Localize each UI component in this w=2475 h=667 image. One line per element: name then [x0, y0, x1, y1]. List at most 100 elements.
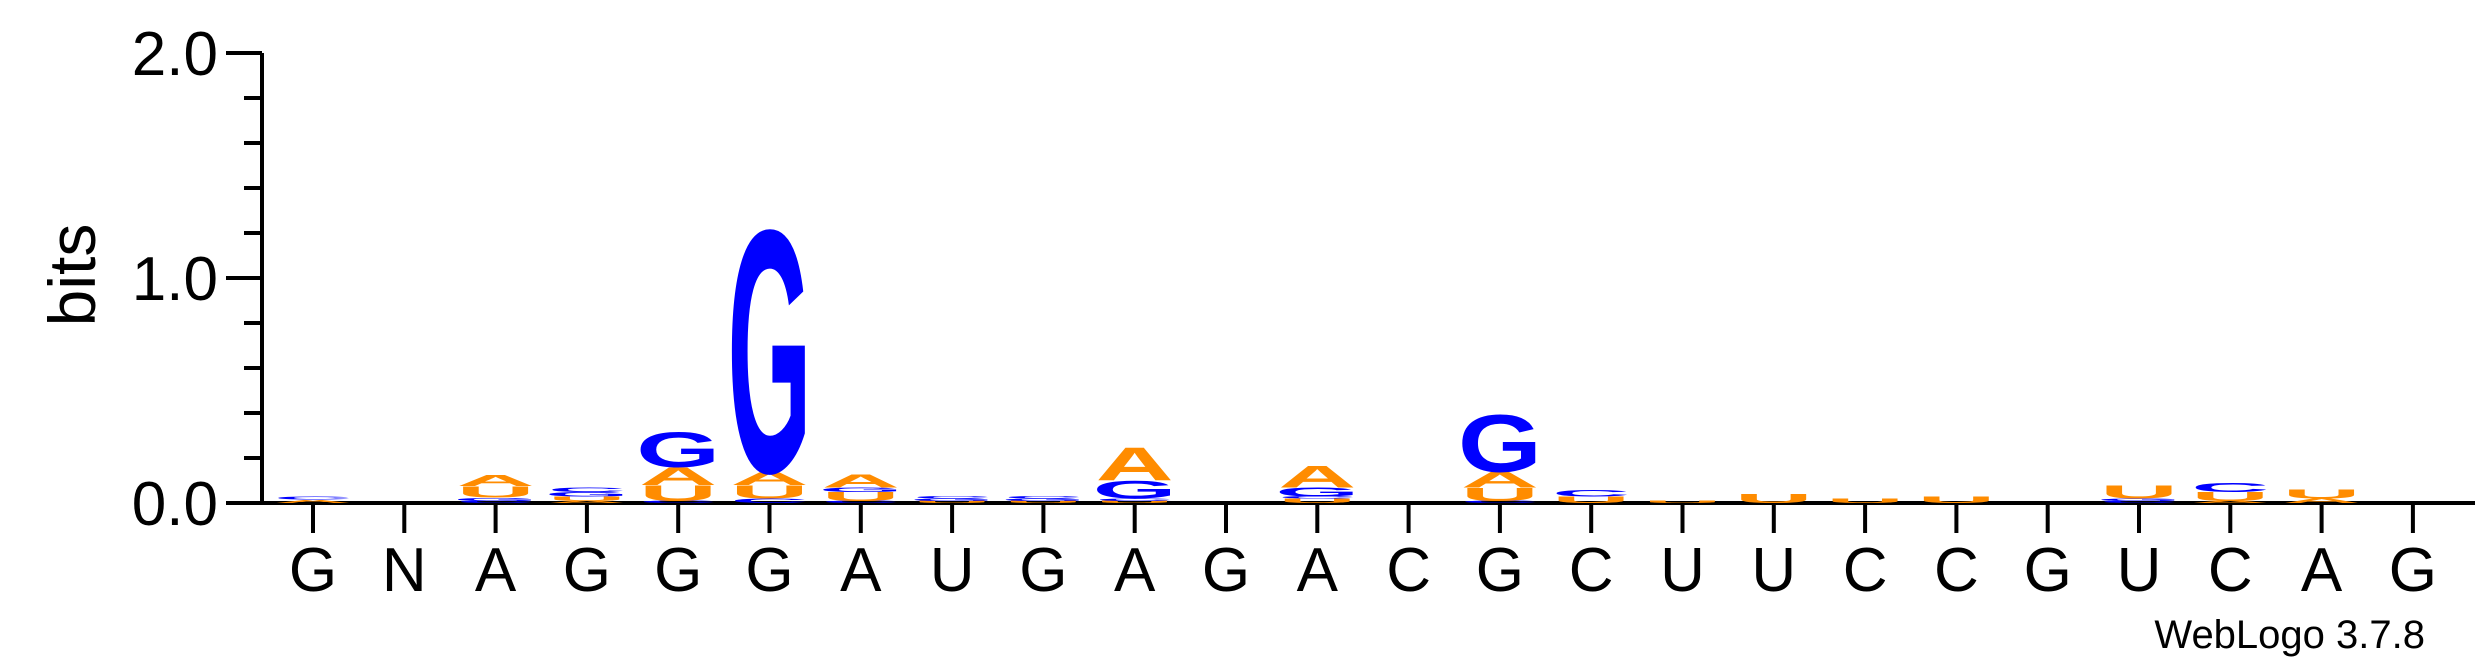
logo-letter-c: C: [548, 486, 626, 493]
logo-letter-u: U: [1004, 500, 1082, 503]
x-position-label: G: [654, 536, 702, 605]
logo-letter-c: C: [1004, 496, 1082, 499]
x-position-label: A: [2301, 536, 2343, 605]
logo-letter-c: C: [274, 495, 352, 500]
logo-letter-a: A: [1278, 459, 1356, 494]
logo-letter-a: A: [274, 499, 352, 504]
x-position-label: C: [1843, 536, 1888, 605]
logo-column: UC: [1552, 488, 1630, 505]
logo-letter-u: U: [730, 482, 808, 503]
logo-letter-u: U: [457, 483, 535, 500]
logo-column: AUC: [2191, 481, 2269, 504]
logo-letter-c: C: [2191, 481, 2269, 495]
logo-letter-c: C: [730, 497, 808, 504]
x-position-label: G: [1019, 536, 1067, 605]
logo-letter-a: A: [1096, 438, 1174, 490]
logo-letter-a: A: [457, 472, 535, 489]
logo-letter-a: A: [730, 468, 808, 489]
logo-letter-g: G: [2097, 498, 2181, 501]
x-position-label: C: [1569, 536, 1614, 605]
logo-letter-u: U: [1917, 495, 1995, 505]
logo-letter-u: U: [1643, 500, 1721, 503]
logo-column: UGC: [1001, 496, 1085, 504]
weblogo-credit: WebLogo 3.7.8: [2154, 613, 2425, 657]
logo-letter-c: C: [1096, 498, 1174, 501]
logo-letter-c: C: [1552, 488, 1630, 498]
logo-letter-u: U: [913, 500, 991, 503]
logo-letter-g: G: [636, 422, 720, 478]
logo-letter-c: C: [913, 496, 991, 499]
logo-letter-a: A: [1461, 467, 1539, 492]
y-tick-label: 1.0: [132, 245, 218, 314]
x-position-label: A: [1114, 536, 1156, 605]
logo-letter-u: U: [1278, 497, 1356, 504]
logo-letter-g: G: [1458, 398, 1542, 489]
logo-letter-g: G: [819, 486, 903, 493]
x-position-label: G: [289, 536, 337, 605]
logo-letter-a: A: [548, 500, 626, 503]
logo-letter-u: U: [1826, 497, 1904, 504]
logo-column: U: [1643, 500, 1721, 503]
logo-letter-c: C: [639, 500, 717, 503]
logo-letter-u: U: [1735, 492, 1813, 506]
logo-letter-g: G: [910, 498, 994, 501]
logo-letter-u: U: [1552, 495, 1630, 505]
x-position-label: C: [2208, 536, 2253, 605]
y-axis: 0.0 1.0 2.0: [132, 20, 264, 539]
logo-column: U: [1735, 492, 1813, 506]
logo-letter-a: A: [2283, 497, 2361, 504]
logo-column: AU: [2283, 487, 2361, 504]
logo-letter-u: U: [548, 495, 626, 502]
x-position-label: G: [563, 536, 611, 605]
logo-letter-g: G: [545, 491, 629, 498]
logo-column: AC: [274, 495, 352, 504]
logo-letter-c: C: [1461, 500, 1539, 503]
logo-letter-c: C: [2100, 500, 2178, 503]
x-position-label: U: [1751, 536, 1796, 605]
y-tick-label: 2.0: [132, 20, 218, 89]
logo-column: CGU: [2097, 482, 2181, 504]
logo-letter-g: G: [1093, 476, 1177, 504]
x-position-label: G: [2024, 536, 2072, 605]
x-position-label: G: [2389, 536, 2437, 605]
y-axis-label: bits: [35, 224, 109, 327]
logo-letter-a: A: [2191, 500, 2269, 503]
logo-letter-g: G: [454, 497, 538, 502]
x-position-label: C: [1386, 536, 1431, 605]
y-tick-label: 0.0: [132, 470, 218, 539]
logo-letter-g: G: [1275, 485, 1359, 499]
x-position-label: U: [930, 536, 975, 605]
logo-column: U: [1917, 495, 1995, 505]
logo-letter-u: U: [1096, 500, 1174, 503]
logo-letter-u: U: [822, 490, 900, 504]
x-position-label: U: [1660, 536, 1705, 605]
x-position-label: N: [382, 536, 427, 605]
x-position-label: G: [1476, 536, 1524, 605]
logo-column: UGC: [910, 496, 994, 504]
x-position-label: C: [1934, 536, 1979, 605]
logo-letter-g: G: [1001, 498, 1085, 501]
logo-letter-u: U: [639, 481, 717, 506]
logo-letter-g: G: [727, 158, 811, 545]
x-position-label: G: [1202, 536, 1250, 605]
logo-letter-u: U: [2191, 490, 2269, 504]
x-position-label: A: [1297, 536, 1339, 605]
logo-letter-a: A: [822, 471, 900, 492]
x-position-label: A: [475, 536, 517, 605]
logo-column: U: [1826, 497, 1904, 504]
logo-letter-u: U: [1461, 484, 1539, 505]
logo-letter-u: U: [2100, 482, 2178, 503]
logo-letter-c: C: [457, 500, 535, 503]
logo-letter-c: C: [822, 500, 900, 503]
